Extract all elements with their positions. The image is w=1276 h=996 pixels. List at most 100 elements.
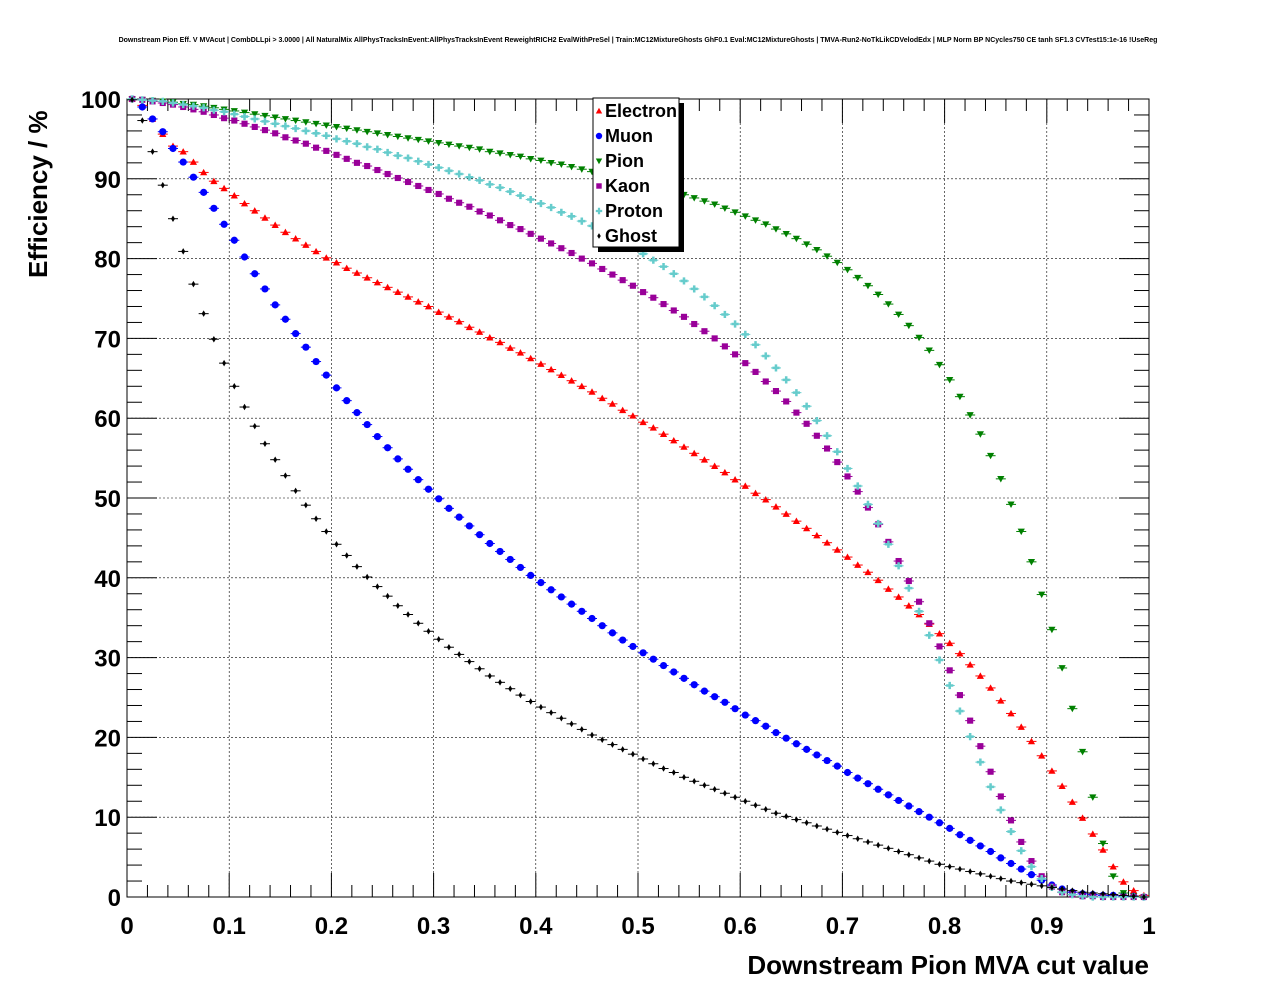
kaon-point — [261, 127, 269, 134]
muon-point — [148, 115, 157, 123]
proton-point — [976, 758, 984, 766]
muon-point — [220, 220, 228, 228]
kaon-point — [394, 174, 401, 182]
proton-point — [741, 330, 749, 339]
proton-point — [220, 108, 228, 116]
pion-point — [373, 130, 381, 137]
ghost-point — [886, 845, 891, 852]
proton-point — [1038, 875, 1046, 883]
proton-point — [578, 217, 586, 225]
muon-point — [946, 824, 954, 832]
pion-point — [772, 226, 780, 233]
kaon-point — [1028, 858, 1035, 865]
electron-point — [935, 630, 944, 637]
pion-point — [813, 246, 821, 254]
kaon-point — [824, 445, 831, 452]
kaon-point — [701, 328, 708, 335]
kaon-point — [732, 351, 739, 358]
ghost-point — [375, 583, 380, 590]
ghost-point — [794, 816, 799, 823]
proton-point — [986, 783, 995, 791]
pion-point — [1007, 501, 1015, 508]
electron-point — [516, 349, 525, 356]
muon-point — [424, 485, 433, 493]
grid — [127, 99, 1149, 897]
kaon-point — [333, 151, 340, 158]
ghost-point — [150, 148, 155, 155]
ghost-point — [610, 741, 615, 748]
electron-point — [200, 168, 208, 176]
proton-point — [905, 584, 913, 592]
proton-point — [343, 137, 351, 145]
electron-point — [1089, 830, 1097, 837]
muon-point — [782, 734, 790, 742]
electron-point — [1119, 878, 1128, 885]
muon-point — [414, 476, 422, 484]
legend-marker-electron — [595, 107, 603, 114]
electron-point — [271, 221, 279, 228]
ghost-point — [968, 868, 973, 875]
proton-point — [946, 681, 954, 690]
pion-point — [271, 114, 279, 121]
pion-point — [1068, 705, 1076, 713]
kaon-point — [435, 190, 442, 198]
x-tick-label: 0.7 — [826, 913, 859, 940]
kaon-point — [721, 343, 728, 350]
ghost-point — [549, 709, 554, 716]
electron-point — [547, 365, 555, 373]
ghost-point — [927, 857, 932, 865]
kaon-point — [762, 378, 769, 385]
kaon-point — [537, 235, 544, 242]
kaon-point — [967, 717, 974, 724]
pion-point — [506, 151, 514, 159]
pion-point — [854, 274, 862, 282]
electron-point — [1017, 723, 1025, 730]
pion-point — [1089, 794, 1097, 801]
pion-point — [966, 412, 974, 419]
ghost-point — [160, 181, 165, 189]
proton-point — [486, 180, 494, 188]
pion-point — [1027, 558, 1036, 566]
muon-point — [588, 614, 596, 623]
pion-point — [322, 122, 330, 129]
muon-point — [384, 444, 392, 452]
y-tick-label: 80 — [94, 247, 121, 274]
y-tick-label: 40 — [94, 566, 121, 593]
kaon-point — [302, 140, 309, 147]
kaon-point — [834, 459, 841, 466]
ghost-point — [283, 472, 288, 479]
ghost-point — [876, 841, 881, 849]
kaon-point — [803, 420, 810, 427]
muon-point — [1017, 865, 1025, 873]
ghost-point — [518, 691, 523, 699]
pion-point — [935, 361, 944, 369]
electron-point — [751, 489, 760, 497]
electron-point — [578, 382, 586, 390]
ghost-point — [845, 832, 850, 839]
proton-point — [680, 277, 688, 285]
muon-point — [935, 819, 944, 827]
ghost-point — [498, 679, 503, 686]
ghost-point — [722, 790, 727, 797]
electron-point — [292, 235, 300, 242]
pion-point — [792, 235, 801, 243]
muon-point — [475, 531, 484, 539]
ghost-point — [436, 636, 441, 643]
pion-point — [363, 128, 371, 136]
ghost-point — [835, 829, 840, 836]
pion-point — [884, 301, 892, 308]
pion-point — [394, 133, 402, 141]
proton-point — [1027, 863, 1036, 871]
legend-box — [592, 97, 680, 248]
electron-point — [1130, 887, 1138, 894]
proton-point — [527, 195, 535, 204]
muon-point — [762, 722, 770, 730]
proton-point — [1017, 847, 1025, 855]
muon-point — [557, 593, 565, 601]
muon-point — [741, 711, 749, 719]
electron-point — [680, 443, 688, 450]
kaon-point — [997, 793, 1004, 800]
y-tick-label: 10 — [94, 805, 121, 832]
pion-point — [823, 253, 831, 260]
